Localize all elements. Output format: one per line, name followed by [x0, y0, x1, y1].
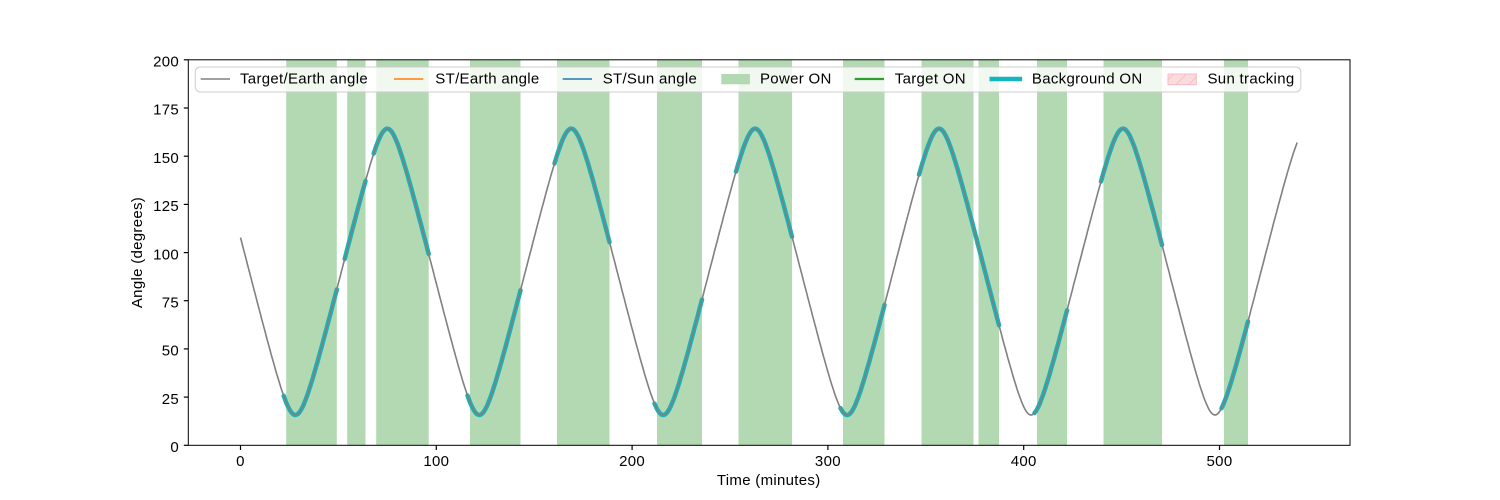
svg-text:Sun tracking: Sun tracking — [1208, 71, 1295, 88]
svg-text:75: 75 — [162, 294, 179, 311]
svg-text:150: 150 — [153, 150, 179, 167]
svg-text:175: 175 — [153, 102, 179, 119]
svg-text:Time (minutes): Time (minutes) — [717, 472, 821, 489]
svg-text:Target ON: Target ON — [895, 71, 966, 88]
svg-text:200: 200 — [153, 54, 179, 71]
svg-text:ST/Earth angle: ST/Earth angle — [435, 71, 539, 88]
svg-text:Target/Earth angle: Target/Earth angle — [240, 71, 368, 88]
svg-text:50: 50 — [162, 343, 179, 360]
svg-text:125: 125 — [153, 198, 179, 215]
svg-text:Background ON: Background ON — [1032, 71, 1143, 88]
svg-text:Angle (degrees): Angle (degrees) — [129, 197, 146, 308]
svg-text:100: 100 — [423, 453, 449, 470]
svg-text:200: 200 — [619, 453, 645, 470]
svg-text:500: 500 — [1207, 453, 1233, 470]
svg-text:0: 0 — [170, 439, 179, 456]
svg-text:100: 100 — [153, 246, 179, 263]
svg-text:ST/Sun angle: ST/Sun angle — [603, 71, 698, 88]
svg-text:Power ON: Power ON — [760, 71, 832, 88]
svg-text:25: 25 — [162, 391, 179, 408]
svg-text:0: 0 — [236, 453, 245, 470]
svg-text:400: 400 — [1011, 453, 1037, 470]
svg-text:300: 300 — [815, 453, 841, 470]
